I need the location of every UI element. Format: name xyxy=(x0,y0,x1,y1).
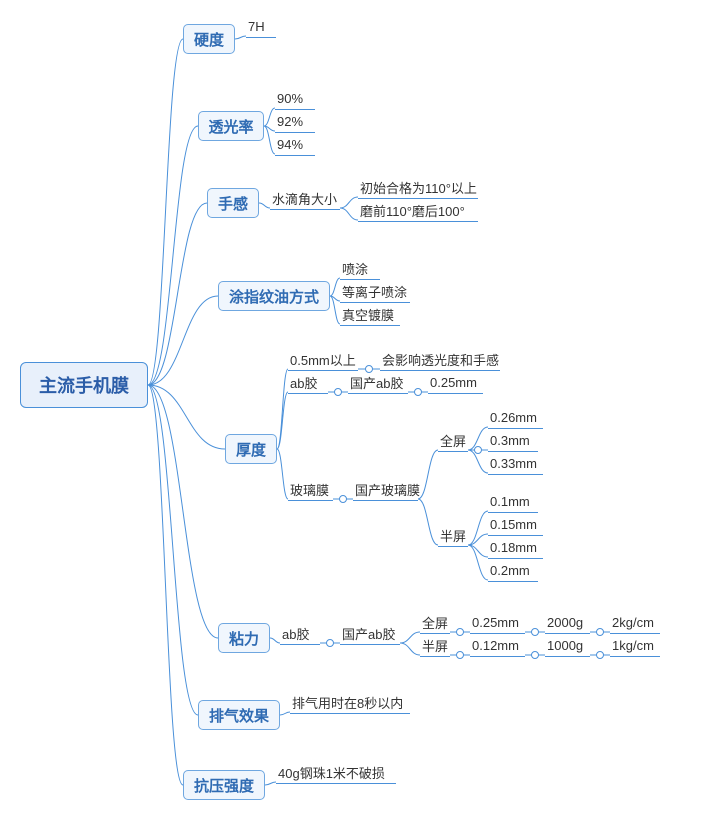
leaf-node: 半屏 xyxy=(420,637,450,657)
branch-thick: 厚度 xyxy=(225,434,277,464)
expand-dot xyxy=(531,651,539,659)
leaf-node: 水滴角大小 xyxy=(270,190,340,210)
leaf-node: 0.3mm xyxy=(488,432,538,452)
expand-dot xyxy=(456,651,464,659)
leaf-node: 92% xyxy=(275,113,315,133)
expand-dot xyxy=(326,639,334,647)
leaf-node: 1000g xyxy=(545,637,590,657)
expand-dot xyxy=(365,365,373,373)
branch-air: 排气效果 xyxy=(198,700,280,730)
expand-dot xyxy=(596,628,604,636)
leaf-node: 全屏 xyxy=(420,614,450,634)
leaf-node: 国产玻璃膜 xyxy=(353,481,418,501)
expand-dot xyxy=(414,388,422,396)
leaf-node: 0.12mm xyxy=(470,637,525,657)
leaf-node: 2kg/cm xyxy=(610,614,660,634)
leaf-node: 0.33mm xyxy=(488,455,543,475)
leaf-node: 0.26mm xyxy=(488,409,543,429)
leaf-node: 0.18mm xyxy=(488,539,543,559)
leaf-node: 排气用时在8秒以内 xyxy=(290,694,410,714)
leaf-node: 全屏 xyxy=(438,432,468,452)
leaf-node: 90% xyxy=(275,90,315,110)
leaf-node: 0.15mm xyxy=(488,516,543,536)
leaf-node: 国产ab胶 xyxy=(340,625,400,645)
leaf-node: 等离子喷涂 xyxy=(340,283,410,303)
leaf-node: 0.25mm xyxy=(428,374,483,394)
leaf-node: 2000g xyxy=(545,614,590,634)
leaf-node: 初始合格为110°以上 xyxy=(358,179,478,199)
leaf-node: 1kg/cm xyxy=(610,637,660,657)
expand-dot xyxy=(334,388,342,396)
leaf-node: 0.2mm xyxy=(488,562,538,582)
leaf-node: 真空镀膜 xyxy=(340,306,400,326)
leaf-node: 玻璃膜 xyxy=(288,481,333,501)
expand-dot xyxy=(531,628,539,636)
expand-dot xyxy=(596,651,604,659)
leaf-node: 会影响透光度和手感 xyxy=(380,351,500,371)
leaf-node: 94% xyxy=(275,136,315,156)
branch-oil: 涂指纹油方式 xyxy=(218,281,330,311)
leaf-node: 40g钢珠1米不破损 xyxy=(276,764,396,784)
branch-trans: 透光率 xyxy=(198,111,264,141)
leaf-node: 半屏 xyxy=(438,527,468,547)
leaf-node: 0.5mm以上 xyxy=(288,351,358,371)
leaf-node: 国产ab胶 xyxy=(348,374,408,394)
root-node: 主流手机膜 xyxy=(20,362,148,408)
branch-hardness: 硬度 xyxy=(183,24,235,54)
leaf-node: 0.25mm xyxy=(470,614,525,634)
branch-press: 抗压强度 xyxy=(183,770,265,800)
leaf-node: 7H xyxy=(246,18,276,38)
leaf-node: ab胶 xyxy=(288,374,328,394)
branch-stick: 粘力 xyxy=(218,623,270,653)
branch-feel: 手感 xyxy=(207,188,259,218)
leaf-node: 磨前110°磨后100° xyxy=(358,202,478,222)
leaf-node: 0.1mm xyxy=(488,493,538,513)
expand-dot xyxy=(474,446,482,454)
leaf-node: ab胶 xyxy=(280,625,320,645)
expand-dot xyxy=(456,628,464,636)
leaf-node: 喷涂 xyxy=(340,260,380,280)
expand-dot xyxy=(339,495,347,503)
